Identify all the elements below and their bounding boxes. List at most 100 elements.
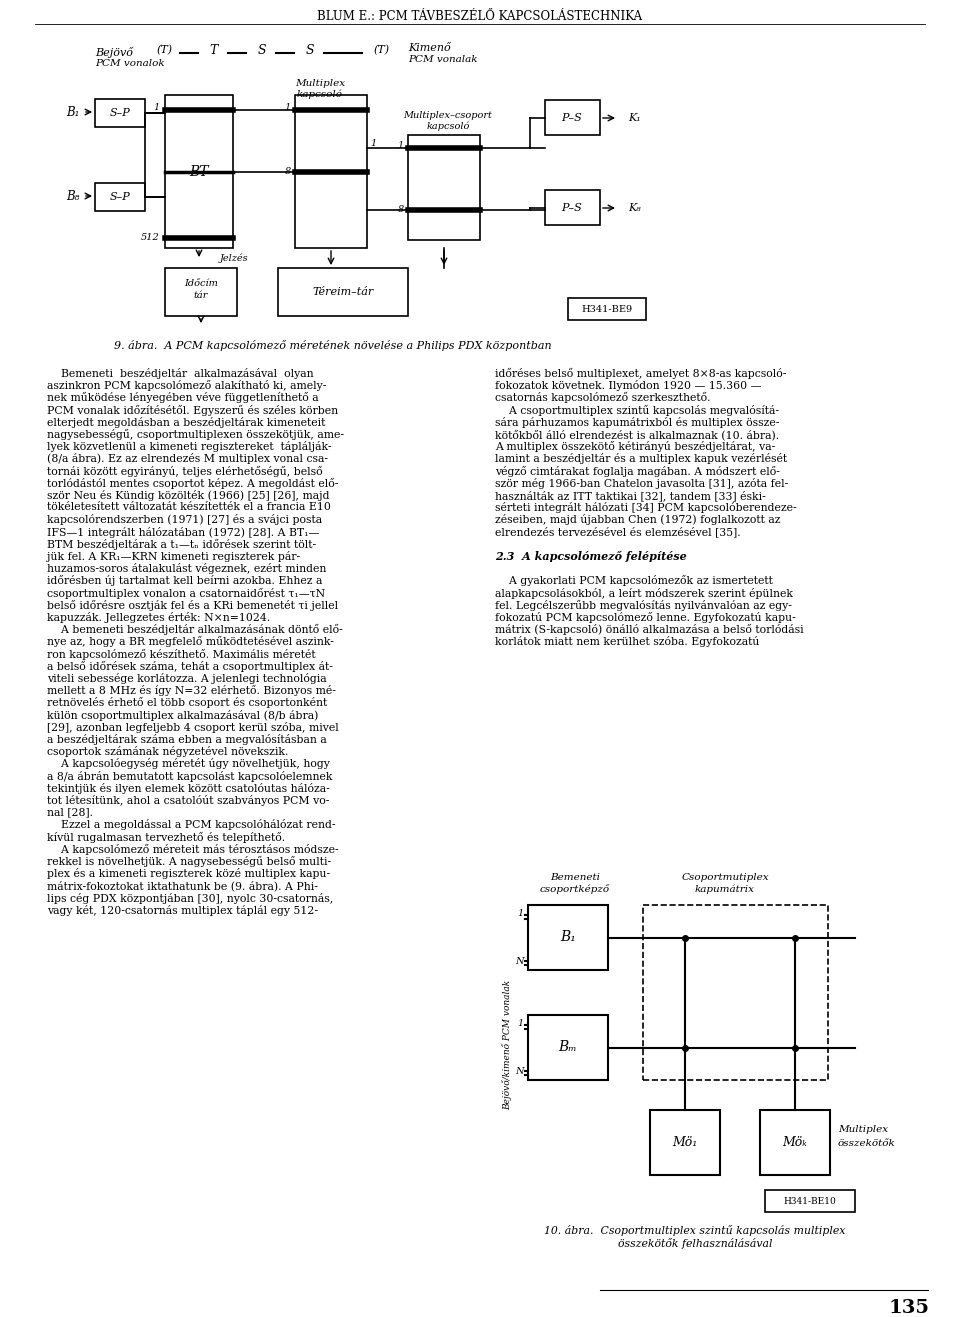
Text: csoportmultiplex vonalon a csatornaidőrést τ₁—τN: csoportmultiplex vonalon a csatornaidőré… [47, 587, 325, 599]
Text: 8: 8 [397, 205, 404, 215]
Bar [765, 1191, 855, 1212]
Text: 1: 1 [517, 909, 524, 918]
Text: rekkel is növelhetjük. A nagysebességű belső multi-: rekkel is növelhetjük. A nagysebességű b… [47, 856, 331, 867]
Text: 1: 1 [517, 1018, 524, 1027]
Bar [643, 905, 828, 1080]
Text: kapumátrix: kapumátrix [695, 884, 755, 894]
Text: A kapcsolóegység méretét úgy növelhetjük, hogy: A kapcsolóegység méretét úgy növelhetjük… [47, 759, 330, 769]
Text: H341-BE10: H341-BE10 [783, 1197, 836, 1205]
Text: A kapcsolómező méreteit más térosztásos módsze-: A kapcsolómező méreteit más térosztásos … [47, 844, 339, 855]
Text: csoportképző: csoportképző [540, 884, 610, 894]
Bar [528, 905, 608, 971]
Bar [295, 95, 367, 248]
Text: kívül rugalmasan tervezhető és telepíthető.: kívül rugalmasan tervezhető és telepíthe… [47, 831, 285, 843]
Text: Multiplex–csoport: Multiplex–csoport [403, 111, 492, 120]
Text: Bejövő/kimenő PCM vonalak: Bejövő/kimenő PCM vonalak [502, 980, 512, 1110]
Text: kapuzzák. Jellegzetes érték: N×n=1024.: kapuzzák. Jellegzetes érték: N×n=1024. [47, 612, 270, 623]
Bar [568, 298, 646, 320]
Bar [528, 1015, 608, 1080]
Text: A csoportmultiplex szintű kapcsolás megvalósítá-: A csoportmultiplex szintű kapcsolás megv… [495, 404, 779, 416]
Bar [545, 100, 600, 136]
Text: külön csoportmultiplex alkalmazásával (8/b ábra): külön csoportmultiplex alkalmazásával (8… [47, 710, 319, 720]
Text: Bemeneti: Bemeneti [550, 873, 600, 882]
Text: B₁: B₁ [560, 930, 576, 944]
Text: alapkapcsolásokból, a leírt módszerek szerint épülnek: alapkapcsolásokból, a leírt módszerek sz… [495, 587, 793, 599]
Bar [95, 183, 145, 211]
Text: Időcím: Időcím [184, 279, 218, 288]
Text: kapcsolórendszerben (1971) [27] és a svájci posta: kapcsolórendszerben (1971) [27] és a svá… [47, 515, 323, 525]
Text: ször még 1966-ban Chatelon javasolta [31], azóta fel-: ször még 1966-ban Chatelon javasolta [31… [495, 478, 788, 489]
Text: viteli sebessége korlátozza. A jelenlegi technológia: viteli sebessége korlátozza. A jelenlegi… [47, 673, 326, 684]
Text: Kimenő: Kimenő [408, 43, 451, 53]
Text: 135: 135 [889, 1299, 930, 1317]
Text: tornái között egyirányú, teljes elérhetőségű, belső: tornái között egyirányú, teljes elérhető… [47, 466, 323, 477]
Text: tár: tár [194, 291, 208, 300]
Text: nye az, hogy a BR megfelelő működtetésével aszink-: nye az, hogy a BR megfelelő működtetésév… [47, 636, 334, 648]
Text: nagysebességű, csoportmultiplexen összekötjük, ame-: nagysebességű, csoportmultiplexen összek… [47, 429, 344, 440]
Text: korlátok miatt nem kerülhet szóba. Egyfokozatú: korlátok miatt nem kerülhet szóba. Egyfo… [495, 636, 759, 648]
Text: lips cég PDX központjában [30], nyolc 30-csatornás,: lips cég PDX központjában [30], nyolc 30… [47, 893, 333, 903]
Text: K₁: K₁ [628, 113, 640, 122]
Text: 1: 1 [154, 103, 160, 112]
Bar [165, 267, 237, 316]
Text: (T): (T) [156, 45, 173, 55]
Text: B₁: B₁ [66, 105, 80, 119]
Text: retnövelés érhető el több csoport és csoportonként: retnövelés érhető el több csoport és cso… [47, 698, 327, 709]
Text: PCM vonalak időzítésétől. Egyszerű és széles körben: PCM vonalak időzítésétől. Egyszerű és sz… [47, 404, 338, 416]
Text: Jelzés: Jelzés [220, 253, 249, 263]
Text: a belső időrések száma, tehát a csoportmultiplex át-: a belső időrések száma, tehát a csoportm… [47, 661, 333, 672]
Bar [278, 267, 408, 316]
Text: Téreim–tár: Téreim–tár [312, 287, 373, 298]
Text: A multiplex összekötő kétirányú beszédjeltárat, va-: A multiplex összekötő kétirányú beszédje… [495, 441, 776, 452]
Text: PCM vonalok: PCM vonalok [95, 58, 164, 67]
Text: Bₘ: Bₘ [559, 1040, 577, 1054]
Bar [408, 136, 480, 240]
Text: BTM beszédjeltárak a t₁—tₙ időrések szerint tölt-: BTM beszédjeltárak a t₁—tₙ időrések szer… [47, 539, 316, 551]
Bar [650, 1110, 720, 1175]
Text: S: S [305, 43, 314, 57]
Text: 1: 1 [397, 141, 404, 150]
Text: tot létesítünk, ahol a csatolóút szabványos PCM vo-: tot létesítünk, ahol a csatolóút szabván… [47, 795, 329, 806]
Text: torlódástól mentes csoportot képez. A megoldást elő-: torlódástól mentes csoportot képez. A me… [47, 478, 338, 489]
Text: S–P: S–P [109, 108, 131, 119]
Text: [29], azonban legfeljebb 4 csoport kerül szóba, mivel: [29], azonban legfeljebb 4 csoport kerül… [47, 722, 339, 732]
Text: H341-BE9: H341-BE9 [582, 304, 633, 313]
Text: nal [28].: nal [28]. [47, 807, 93, 818]
Text: mátrix-fokoztokat iktathatunk be (9. ábra). A Phi-: mátrix-fokoztokat iktathatunk be (9. ábr… [47, 880, 318, 892]
Text: végző cimtárakat foglalja magában. A módszert elő-: végző cimtárakat foglalja magában. A mód… [495, 466, 780, 477]
Text: lyek közvetlenül a kimeneti regisztereket  táplálják-: lyek közvetlenül a kimeneti regisztereke… [47, 441, 331, 452]
Text: Multiplex: Multiplex [295, 79, 345, 88]
Text: elterjedt megoldásban a beszédjeltárak kimeneteit: elterjedt megoldásban a beszédjeltárak k… [47, 416, 325, 428]
Text: T: T [210, 43, 218, 57]
Text: Mö₁: Mö₁ [672, 1135, 698, 1148]
Text: tökéletesített változatát készítették el a francia E10: tökéletesített változatát készítették el… [47, 502, 331, 512]
Text: fokozatú PCM kapcsolómező lenne. Egyfokozatú kapu-: fokozatú PCM kapcsolómező lenne. Egyfoko… [495, 612, 796, 623]
Text: S: S [257, 43, 266, 57]
Text: 9. ábra.  A PCM kapcsolómező méretének növelése a Philips PDX központban: 9. ábra. A PCM kapcsolómező méretének nö… [114, 340, 552, 350]
Text: Csoportmutiplex: Csoportmutiplex [682, 873, 769, 882]
Text: P–S: P–S [562, 113, 583, 122]
Text: időrésben új tartalmat kell beírni azokba. Ehhez a: időrésben új tartalmat kell beírni azokb… [47, 576, 323, 586]
Text: A bemeneti beszédjeltár alkalmazásának döntő elő-: A bemeneti beszédjeltár alkalmazásának d… [47, 624, 343, 635]
Text: 10. ábra.  Csoportmultiplex szintű kapcsolás multiplex: 10. ábra. Csoportmultiplex szintű kapcso… [544, 1225, 846, 1235]
Text: IFS—1 integrált hálózatában (1972) [28]. A BT₁—: IFS—1 integrált hálózatában (1972) [28].… [47, 527, 320, 537]
Text: plex és a kimeneti regiszterek közé multiplex kapu-: plex és a kimeneti regiszterek közé mult… [47, 868, 330, 880]
Text: használták az ITT taktikai [32], tandem [33] éski-: használták az ITT taktikai [32], tandem … [495, 490, 766, 500]
Text: kapcsoló: kapcsoló [297, 90, 343, 99]
Text: jük fel. A KR₁—KRN kimeneti regiszterek pár-: jük fel. A KR₁—KRN kimeneti regiszterek … [47, 551, 300, 562]
Text: PCM vonalak: PCM vonalak [408, 54, 477, 63]
Text: a beszédjeltárak száma ebben a megvalósításban a: a beszédjeltárak száma ebben a megvalósí… [47, 734, 326, 745]
Text: S–P: S–P [109, 192, 131, 202]
Text: sára párhuzamos kapumátrixból és multiplex össze-: sára párhuzamos kapumátrixból és multipl… [495, 416, 780, 428]
Text: időréses belső multiplexet, amelyet 8×8-as kapcsoló-: időréses belső multiplexet, amelyet 8×8-… [495, 367, 786, 379]
Bar [165, 95, 233, 248]
Text: Möₖ: Möₖ [782, 1135, 807, 1148]
Text: mátrix (S-kapcsoló) önálló alkalmazása a belső torlódási: mátrix (S-kapcsoló) önálló alkalmazása a… [495, 624, 804, 635]
Text: csatornás kapcsolómező szerkeszthető.: csatornás kapcsolómező szerkeszthető. [495, 392, 710, 403]
Text: Bejövő: Bejövő [95, 46, 133, 58]
Text: B₈: B₈ [66, 190, 80, 203]
Text: P–S: P–S [562, 203, 583, 213]
Text: nek működése lényegében véve függetleníthető a: nek működése lényegében véve függetlenít… [47, 392, 319, 403]
Text: kapcsoló: kapcsoló [426, 121, 469, 130]
Text: Bemeneti  beszédjeltár  alkalmazásával  olyan: Bemeneti beszédjeltár alkalmazásával oly… [47, 367, 314, 379]
